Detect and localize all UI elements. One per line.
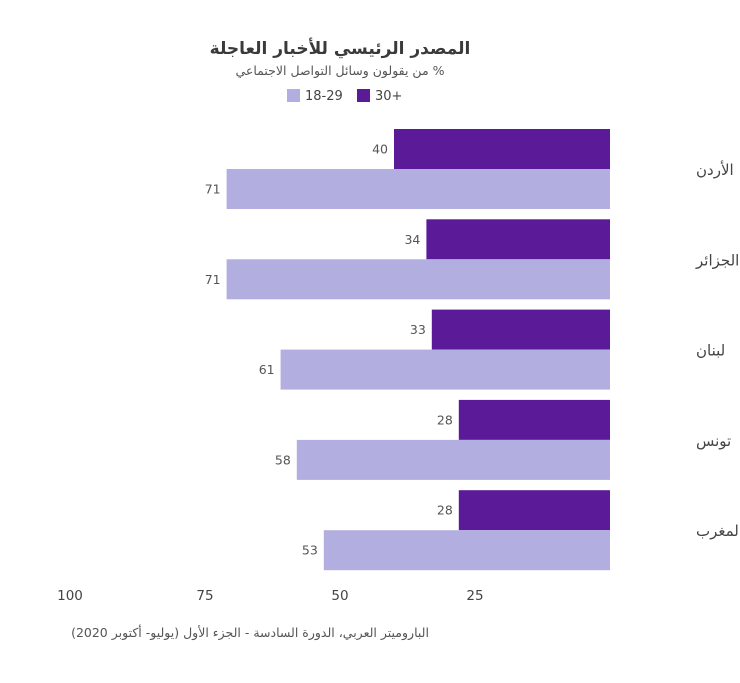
legend-label-30-plus: 30+ — [375, 89, 402, 104]
chart-title: المصدر الرئيسي للأخبار العاجلة — [210, 38, 471, 59]
x-tick-label-3: 25 — [466, 588, 483, 604]
bar-30-plus-3 — [458, 399, 610, 440]
value-label-30-plus-2: 33 — [410, 322, 426, 337]
value-label-30-plus-0: 40 — [372, 142, 388, 157]
bar-30-plus-1 — [426, 219, 610, 260]
category-labels: الأردن الجزائر لبنان تونس المغرب — [695, 160, 740, 540]
chart-subtitle: % من يقولون وسائل التواصل الاجتماعي — [235, 63, 444, 79]
legend: 18-29 30+ — [287, 89, 402, 104]
value-labels: 40 71 34 71 33 61 28 58 28 53 — [205, 142, 453, 558]
category-label-1: الجزائر — [695, 251, 739, 269]
bar-18-29-0 — [226, 169, 610, 209]
x-tick-label-0: 100 — [57, 588, 83, 604]
bar-18-29-2 — [280, 349, 610, 390]
value-label-30-plus-4: 28 — [437, 503, 453, 518]
value-label-18-29-1: 71 — [205, 272, 221, 287]
bar-30-plus-4 — [458, 490, 610, 531]
x-tick-label-1: 75 — [196, 588, 213, 604]
category-label-3: تونس — [696, 432, 731, 450]
legend-label-18-29: 18-29 — [305, 89, 343, 104]
category-label-2: لبنان — [696, 342, 725, 360]
legend-swatch-18-29 — [287, 89, 300, 102]
category-label-0: الأردن — [696, 160, 734, 179]
value-label-30-plus-1: 34 — [404, 232, 420, 247]
value-label-30-plus-3: 28 — [437, 412, 453, 427]
bar-18-29-3 — [296, 439, 610, 480]
bar-30-plus-0 — [394, 129, 610, 169]
bar-18-29-4 — [323, 530, 610, 571]
value-label-18-29-4: 53 — [302, 543, 318, 558]
x-axis: 100 75 50 25 — [57, 588, 483, 604]
value-label-18-29-3: 58 — [275, 452, 291, 467]
value-label-18-29-2: 61 — [259, 362, 275, 377]
category-label-4: المغرب — [696, 522, 740, 540]
bar-18-29-1 — [226, 259, 610, 300]
x-tick-label-2: 50 — [331, 588, 348, 604]
legend-swatch-30-plus — [357, 89, 370, 102]
bar-30-plus-2 — [431, 309, 610, 350]
bars — [226, 129, 610, 571]
source-note: الباروميتر العربي، الدورة السادسة - الجز… — [71, 624, 429, 641]
value-label-18-29-0: 71 — [205, 182, 221, 197]
